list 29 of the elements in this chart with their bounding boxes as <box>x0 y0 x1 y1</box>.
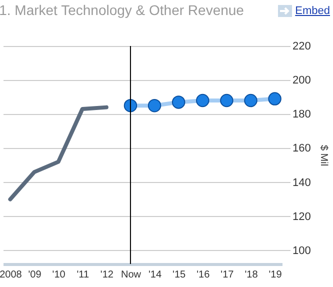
point <box>220 94 234 108</box>
x-tick-label: '11 <box>76 270 90 280</box>
text: Embed <box>295 5 330 17</box>
point <box>196 94 210 108</box>
x-tick-label: 2008 <box>0 270 22 280</box>
x-tick-label: '18 <box>244 270 258 280</box>
x-tick-label: '16 <box>196 270 210 280</box>
y-tick-label: 200 <box>292 74 311 87</box>
y-axis-title: $ Mil <box>318 144 329 166</box>
x-tick-label: '10 <box>52 270 66 280</box>
point <box>244 94 258 108</box>
y-tick-label: 140 <box>292 176 311 189</box>
point <box>172 96 186 109</box>
x-tick-label: '17 <box>220 270 234 280</box>
y-tick-label: 120 <box>292 210 311 223</box>
line-series <box>8 105 108 202</box>
x-tick-label: '19 <box>268 270 282 280</box>
chart-title: 1. Market Technology & Other Revenue <box>0 2 244 18</box>
y-tick-label: 220 <box>292 40 311 52</box>
point <box>268 92 282 106</box>
point <box>148 98 162 112</box>
x-tick-label: '09 <box>28 270 42 280</box>
x-tick-label: '12 <box>100 270 114 280</box>
y-tick-label: 180 <box>292 108 311 121</box>
x-tick-label: '14 <box>148 270 162 280</box>
y-tick-label: 100 <box>292 244 311 257</box>
x-tick-label: Now <box>120 270 142 280</box>
x-tick-label: '15 <box>172 270 186 280</box>
y-tick-label: 160 <box>292 142 311 155</box>
